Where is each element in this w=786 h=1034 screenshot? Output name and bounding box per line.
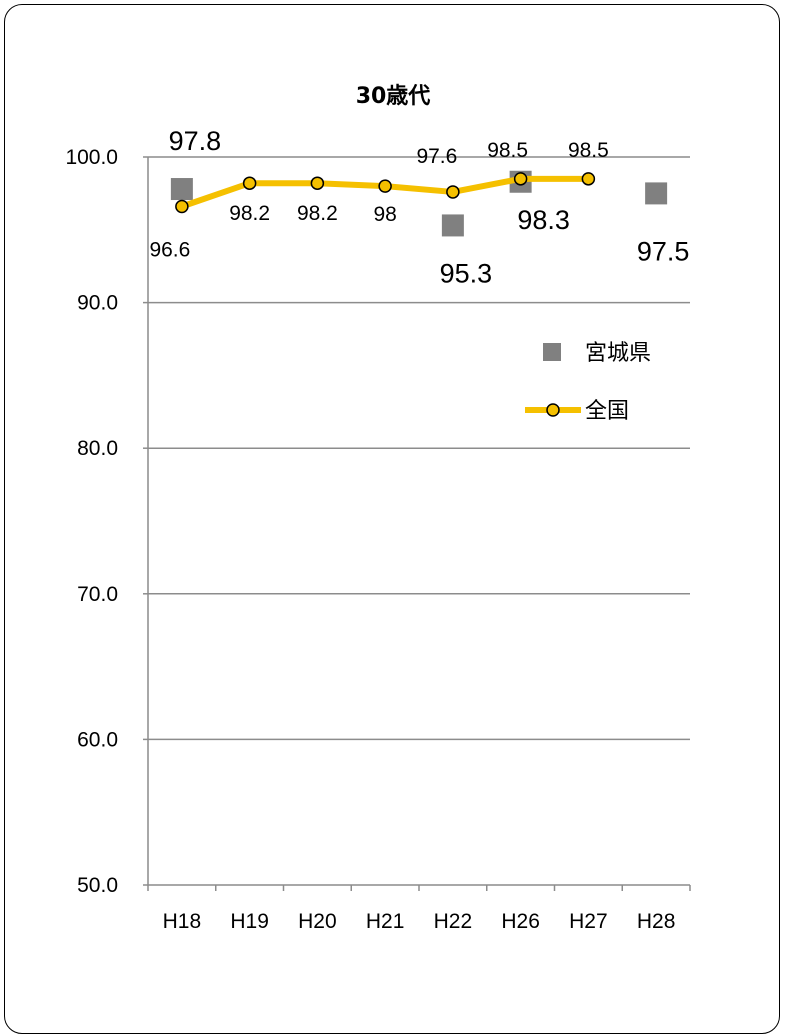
pref-data-label: 95.3 bbox=[440, 258, 493, 288]
national-marker bbox=[242, 176, 257, 190]
pref-marker bbox=[645, 182, 668, 205]
y-tick-label: 90.0 bbox=[77, 292, 118, 315]
national-data-label: 98.5 bbox=[487, 139, 528, 162]
x-tick-label: H27 bbox=[569, 910, 608, 933]
national-data-label: 98.2 bbox=[297, 202, 338, 225]
x-tick-label: H19 bbox=[230, 910, 269, 933]
y-tick-label: 50.0 bbox=[77, 874, 118, 897]
national-data-label: 98.2 bbox=[229, 202, 270, 225]
y-tick-label: 80.0 bbox=[77, 437, 118, 460]
national-marker bbox=[378, 179, 392, 193]
x-tick-label: H20 bbox=[298, 910, 337, 933]
national-data-label: 96.6 bbox=[149, 239, 190, 262]
national-marker bbox=[310, 176, 325, 190]
national-data-label: 98 bbox=[373, 203, 396, 226]
x-tick-label: H26 bbox=[501, 910, 540, 933]
national-data-label: 98.5 bbox=[568, 139, 609, 162]
data-labels: 96.6 98.2 98.2 98 97.6 98.5 98.5 97.8 95.3 98.3 97… bbox=[149, 126, 689, 288]
national-marker bbox=[581, 172, 596, 186]
series-layer bbox=[170, 170, 668, 237]
legend-national-marker bbox=[546, 403, 560, 417]
gridlines bbox=[148, 156, 690, 741]
x-tick-label: H22 bbox=[434, 910, 473, 933]
national-marker bbox=[513, 172, 528, 186]
y-tick-label: 100.0 bbox=[65, 146, 118, 169]
pref-marker bbox=[441, 214, 464, 237]
pref-marker bbox=[170, 178, 193, 201]
legend-national-label: 全国 bbox=[585, 398, 629, 423]
chart-title: 30歳代 bbox=[355, 84, 431, 109]
national-marker bbox=[446, 185, 460, 199]
axes: 50.0 60.0 70.0 80.0 90.0 100.0 H18 H19 H20 H21 H22… bbox=[65, 146, 691, 933]
x-tick-label: H28 bbox=[637, 910, 676, 933]
pref-data-label: 97.5 bbox=[637, 236, 690, 266]
pref-data-label: 98.3 bbox=[517, 205, 570, 235]
pref-data-label: 97.8 bbox=[169, 126, 222, 156]
legend-pref-swatch bbox=[543, 343, 561, 361]
x-tick-label: H18 bbox=[163, 910, 202, 933]
national-marker bbox=[175, 199, 189, 214]
national-data-label: 97.6 bbox=[416, 145, 457, 168]
y-tick-label: 70.0 bbox=[77, 583, 118, 606]
y-tick-label: 60.0 bbox=[77, 728, 118, 751]
x-tick-label: H21 bbox=[366, 910, 405, 933]
legend-pref-label: 宮城県 bbox=[585, 340, 651, 365]
